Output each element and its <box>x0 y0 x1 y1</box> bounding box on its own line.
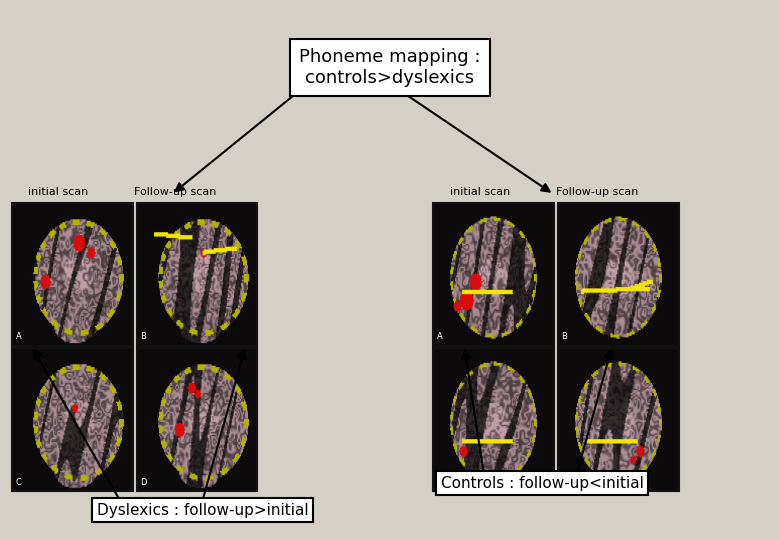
Bar <box>558 202 679 346</box>
Bar <box>433 348 554 491</box>
Text: C: C <box>16 478 22 487</box>
Text: Controls : follow-up<initial: Controls : follow-up<initial <box>441 476 644 491</box>
Bar <box>433 202 554 346</box>
Bar <box>12 348 133 491</box>
Text: B: B <box>562 332 568 341</box>
Text: B: B <box>140 332 147 341</box>
Bar <box>558 348 679 491</box>
Text: initial scan: initial scan <box>28 187 89 197</box>
Text: D: D <box>562 478 568 487</box>
Text: A: A <box>437 332 442 341</box>
Text: Follow-up scan: Follow-up scan <box>555 187 638 197</box>
Bar <box>136 348 257 491</box>
Text: Dyslexics : follow-up>initial: Dyslexics : follow-up>initial <box>97 503 309 518</box>
Bar <box>12 202 133 346</box>
Text: D: D <box>140 478 147 487</box>
Text: Follow-up scan: Follow-up scan <box>134 187 217 197</box>
Text: Phoneme mapping :
controls>dyslexics: Phoneme mapping : controls>dyslexics <box>300 48 480 87</box>
Text: C: C <box>437 478 443 487</box>
Text: initial scan: initial scan <box>449 187 510 197</box>
Text: A: A <box>16 332 21 341</box>
Bar <box>136 202 257 346</box>
